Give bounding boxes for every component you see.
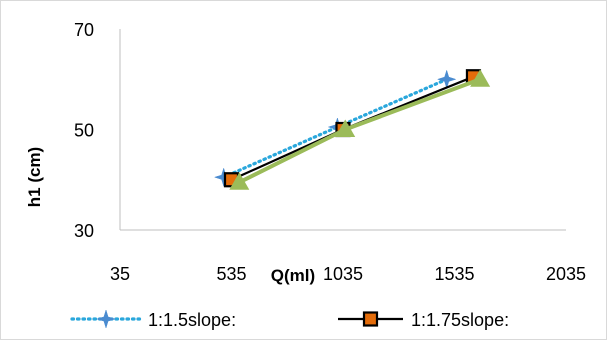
y-tick-label: 30 (74, 221, 94, 241)
series-marker-triangle (470, 69, 491, 87)
y-tick-label: 70 (74, 20, 94, 40)
legend: 1:1.5slope: 1:1.75slope: (70, 309, 509, 330)
y-axis-title: h1 (cm) (25, 147, 44, 207)
x-tick-label: 2035 (546, 264, 586, 284)
axes: 30 50 70 35 535 1035 1535 2035 (74, 20, 586, 284)
y-tick-label: 50 (74, 121, 94, 141)
series-marker-square (362, 311, 379, 327)
x-tick-label: 1535 (434, 264, 474, 284)
series-3 (229, 69, 491, 190)
series-line (222, 77, 449, 179)
series-marker-triangle (335, 119, 356, 137)
legend-item: 1:1.75slope: (338, 310, 509, 330)
series-marker-star (96, 309, 116, 329)
x-tick-label: 535 (216, 264, 246, 284)
legend-label: 1:1.5slope: (148, 310, 236, 330)
x-axis-title: Q(ml) (271, 266, 315, 285)
series-group (213, 69, 491, 190)
legend-item: 1:1.5slope: (70, 309, 236, 330)
x-tick-label: 1035 (323, 264, 363, 284)
legend-label: 1:1.75slope: (411, 310, 509, 330)
series-marker-triangle (229, 172, 250, 190)
x-tick-label: 35 (110, 264, 130, 284)
